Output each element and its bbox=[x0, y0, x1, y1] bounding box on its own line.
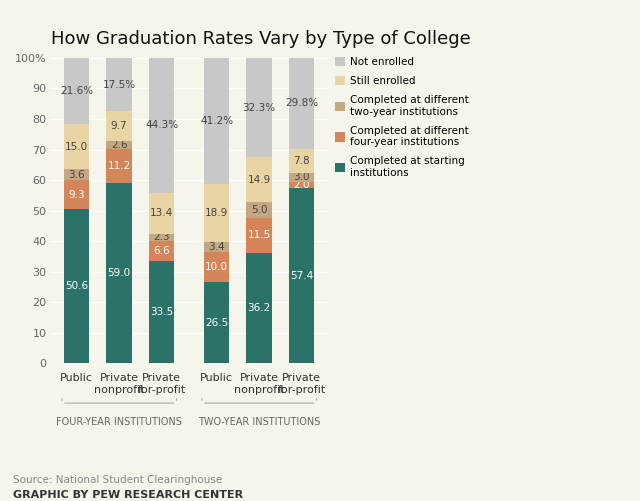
Text: How Graduation Rates Vary by Type of College: How Graduation Rates Vary by Type of Col… bbox=[51, 30, 471, 48]
Bar bbox=[289, 182, 314, 188]
Text: FOUR-YEAR INSTITUTIONS: FOUR-YEAR INSTITUTIONS bbox=[56, 417, 182, 427]
Text: 36.2: 36.2 bbox=[248, 303, 271, 313]
Bar bbox=[64, 209, 90, 363]
Bar bbox=[246, 218, 272, 253]
Text: 9.7: 9.7 bbox=[111, 121, 127, 131]
Bar bbox=[204, 283, 230, 363]
Text: 2.6: 2.6 bbox=[111, 140, 127, 150]
Text: GRAPHIC BY PEW RESEARCH CENTER: GRAPHIC BY PEW RESEARCH CENTER bbox=[13, 490, 243, 500]
Text: 14.9: 14.9 bbox=[248, 175, 271, 185]
Text: 3.4: 3.4 bbox=[209, 241, 225, 252]
Bar bbox=[246, 253, 272, 363]
Bar bbox=[289, 149, 314, 173]
Text: 3.0: 3.0 bbox=[293, 172, 310, 182]
Bar bbox=[289, 173, 314, 182]
Bar bbox=[106, 141, 132, 149]
Text: 11.2: 11.2 bbox=[108, 161, 131, 171]
Text: 32.3%: 32.3% bbox=[243, 103, 276, 113]
Text: 50.6: 50.6 bbox=[65, 281, 88, 291]
Bar bbox=[289, 188, 314, 363]
Bar bbox=[106, 111, 132, 141]
Text: 59.0: 59.0 bbox=[108, 268, 131, 278]
Text: 9.3: 9.3 bbox=[68, 189, 85, 199]
Bar bbox=[246, 58, 272, 157]
Bar bbox=[289, 58, 314, 149]
Text: 18.9: 18.9 bbox=[205, 207, 228, 217]
Text: 2.3: 2.3 bbox=[153, 232, 170, 242]
Text: 44.3%: 44.3% bbox=[145, 120, 178, 130]
Bar bbox=[149, 193, 174, 234]
Text: 17.5%: 17.5% bbox=[102, 80, 136, 90]
Text: 15.0: 15.0 bbox=[65, 141, 88, 151]
Text: TWO-YEAR INSTITUTIONS: TWO-YEAR INSTITUTIONS bbox=[198, 417, 321, 427]
Bar bbox=[204, 241, 230, 252]
Legend: Not enrolled, Still enrolled, Completed at different
two-year institutions, Comp: Not enrolled, Still enrolled, Completed … bbox=[335, 57, 469, 178]
Bar bbox=[149, 234, 174, 241]
Text: 21.6%: 21.6% bbox=[60, 86, 93, 96]
Bar bbox=[64, 169, 90, 180]
Text: 57.4: 57.4 bbox=[290, 271, 313, 281]
Bar bbox=[64, 58, 90, 124]
Text: 29.8%: 29.8% bbox=[285, 98, 318, 108]
Bar bbox=[246, 202, 272, 218]
Text: 41.2%: 41.2% bbox=[200, 116, 234, 126]
Text: 5.0: 5.0 bbox=[251, 205, 268, 215]
Text: 3.6: 3.6 bbox=[68, 170, 85, 180]
Bar bbox=[149, 261, 174, 363]
Text: 33.5: 33.5 bbox=[150, 307, 173, 317]
Bar bbox=[204, 58, 230, 184]
Bar bbox=[204, 252, 230, 283]
Bar bbox=[149, 241, 174, 261]
Text: 26.5: 26.5 bbox=[205, 318, 228, 328]
Text: 13.4: 13.4 bbox=[150, 208, 173, 218]
Bar bbox=[106, 58, 132, 111]
Bar bbox=[204, 184, 230, 241]
Text: 2.0: 2.0 bbox=[293, 180, 310, 190]
Bar bbox=[106, 149, 132, 183]
Text: 11.5: 11.5 bbox=[248, 230, 271, 240]
Text: 10.0: 10.0 bbox=[205, 262, 228, 272]
Bar bbox=[246, 157, 272, 202]
Bar bbox=[149, 58, 174, 193]
Bar bbox=[106, 183, 132, 363]
Text: Source: National Student Clearinghouse: Source: National Student Clearinghouse bbox=[13, 475, 222, 485]
Bar bbox=[64, 124, 90, 169]
Bar bbox=[64, 180, 90, 209]
Text: 6.6: 6.6 bbox=[153, 246, 170, 256]
Text: 7.8: 7.8 bbox=[293, 156, 310, 166]
